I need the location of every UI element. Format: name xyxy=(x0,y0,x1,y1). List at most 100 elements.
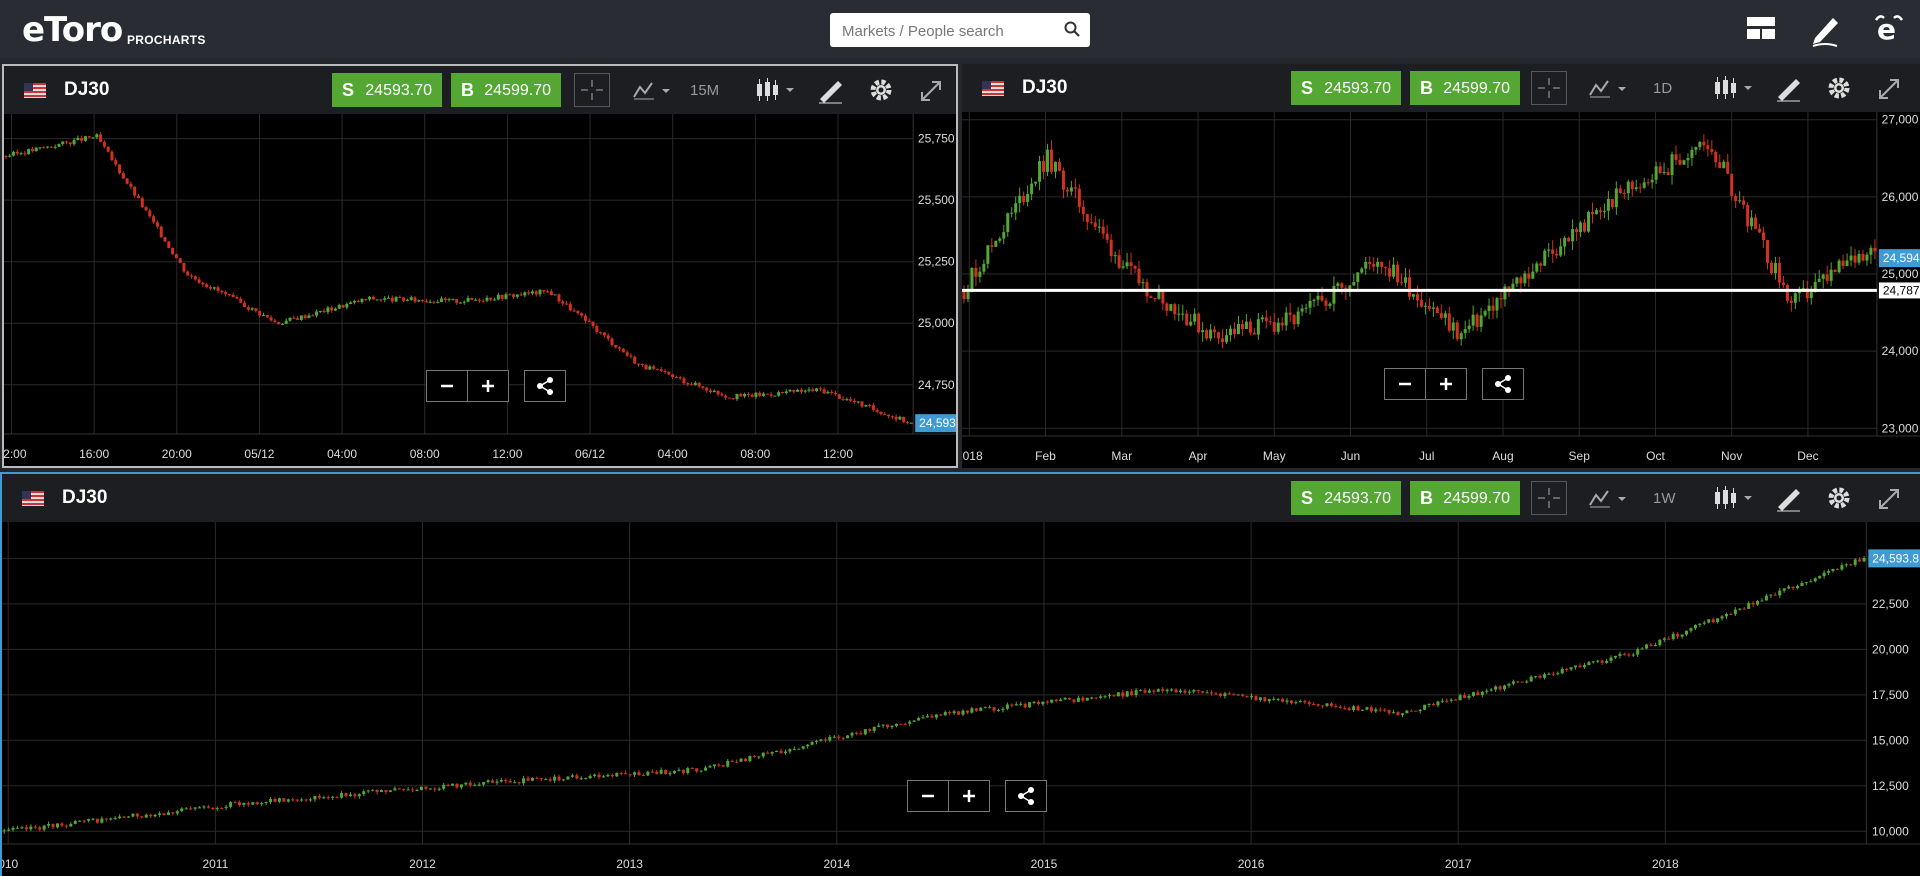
drawing-tools-icon[interactable] xyxy=(1774,481,1804,515)
candle xyxy=(712,389,716,393)
candle xyxy=(258,310,262,318)
candle xyxy=(1197,312,1201,334)
buy-button[interactable]: B 24599.70 xyxy=(451,73,561,107)
candle xyxy=(1439,304,1443,320)
etoro-logo[interactable]: eToro xyxy=(22,10,123,50)
candle xyxy=(1795,584,1799,590)
share-button[interactable] xyxy=(524,370,566,402)
chart-panel-1d[interactable]: DJ30 S 24593.70 B 24599.70 1D 27,000 26,000… xyxy=(962,64,1920,468)
candle xyxy=(1787,584,1791,590)
candle xyxy=(1729,612,1733,615)
indicators-icon[interactable] xyxy=(1586,71,1630,105)
candle xyxy=(1575,227,1579,241)
candle xyxy=(73,819,77,825)
expand-icon[interactable] xyxy=(1874,71,1904,105)
indicators-icon[interactable] xyxy=(1586,481,1630,515)
candle xyxy=(1534,675,1538,679)
zoom-out-button[interactable] xyxy=(907,780,949,812)
sell-button[interactable]: S 24593.70 xyxy=(1291,71,1401,105)
candle xyxy=(1409,709,1413,712)
zoom-out-button[interactable] xyxy=(1384,368,1426,400)
candlestick-type-icon[interactable] xyxy=(754,73,798,107)
candle xyxy=(1777,256,1781,289)
crosshair-button[interactable] xyxy=(1531,481,1567,515)
candle xyxy=(1702,620,1706,626)
indicators-icon[interactable] xyxy=(630,73,674,107)
candle xyxy=(1229,325,1233,342)
candle xyxy=(548,776,552,783)
sell-button[interactable]: S 24593.70 xyxy=(1291,481,1401,515)
candle xyxy=(1491,296,1495,320)
zoom-in-button[interactable] xyxy=(467,370,509,402)
candle xyxy=(979,707,983,712)
candle xyxy=(1263,696,1267,703)
settings-gear-icon[interactable] xyxy=(866,73,896,107)
buy-button[interactable]: B 24599.70 xyxy=(1410,71,1520,105)
candle xyxy=(451,783,455,786)
candle xyxy=(113,816,117,820)
settings-gear-icon[interactable] xyxy=(1824,481,1854,515)
candle xyxy=(860,401,864,409)
candle xyxy=(1303,699,1307,705)
timeframe-selector[interactable]: 1W xyxy=(1653,490,1676,507)
candle xyxy=(957,711,961,716)
candle xyxy=(121,171,125,180)
candlestick-type-icon[interactable] xyxy=(1712,71,1756,105)
search-box[interactable] xyxy=(830,13,1090,47)
candle xyxy=(708,388,712,394)
candle xyxy=(792,389,796,394)
candle xyxy=(65,140,69,145)
expand-icon[interactable] xyxy=(1874,481,1904,515)
candle xyxy=(1746,202,1750,233)
crosshair-button[interactable] xyxy=(1531,71,1567,105)
timeframe-selector[interactable]: 1D xyxy=(1653,80,1673,97)
settings-gear-icon[interactable] xyxy=(1824,71,1854,105)
drawing-tools-icon[interactable] xyxy=(1774,71,1804,105)
timeframe-selector[interactable]: 15M xyxy=(690,82,720,99)
pencil-icon[interactable] xyxy=(1809,12,1843,53)
expand-icon[interactable] xyxy=(916,73,946,107)
symbol-label[interactable]: DJ30 xyxy=(1022,77,1068,98)
candle xyxy=(1284,306,1288,331)
buy-button[interactable]: B 24599.70 xyxy=(1410,481,1520,515)
symbol-label[interactable]: DJ30 xyxy=(64,79,110,100)
search-icon[interactable] xyxy=(1064,21,1080,42)
chart-panel-15m[interactable]: DJ30 S 24593.70 B 24599.70 15M 25,750 25,50… xyxy=(2,64,958,468)
search-input[interactable] xyxy=(840,19,1054,43)
drawing-tools-icon[interactable] xyxy=(816,73,846,107)
crosshair-button[interactable] xyxy=(574,73,610,107)
candle xyxy=(1791,586,1795,591)
candle xyxy=(1578,663,1582,668)
price-chart[interactable]: 25,750 25,500 25,250 25,000 24,750 12:00 16:00… xyxy=(4,114,956,466)
candlestick-type-icon[interactable] xyxy=(1712,481,1756,515)
candle xyxy=(198,806,202,809)
sell-value: 24593.70 xyxy=(1324,80,1391,97)
zoom-in-button[interactable] xyxy=(948,780,990,812)
y-tick-label: 22,500 xyxy=(1872,597,1909,611)
candle xyxy=(1268,316,1272,326)
candle xyxy=(1193,308,1197,326)
line-price-tag-bg xyxy=(1878,282,1920,299)
x-tick-label: Nov xyxy=(1721,449,1742,463)
candle xyxy=(1543,248,1547,267)
candle xyxy=(1196,689,1200,694)
candle xyxy=(277,797,281,804)
share-button[interactable] xyxy=(1482,368,1524,400)
candle xyxy=(557,774,561,782)
zoom-out-button[interactable] xyxy=(426,370,468,402)
candle xyxy=(1174,688,1178,694)
candle xyxy=(1831,568,1835,573)
symbol-label[interactable]: DJ30 xyxy=(62,487,108,508)
layout-icon[interactable] xyxy=(1746,16,1776,45)
price-chart[interactable]: 25,00022,50020,00017,50015,00012,50010,0… xyxy=(2,522,1920,876)
etoro-e-icon[interactable]: e xyxy=(1872,12,1906,51)
share-button[interactable] xyxy=(1005,780,1047,812)
candle xyxy=(189,806,193,811)
sell-button[interactable]: S 24593.70 xyxy=(332,73,442,107)
price-chart[interactable]: 27,000 26,000 25,000 24,000 23,000 2018 Feb Mar… xyxy=(962,112,1920,468)
candle xyxy=(447,297,451,302)
candle xyxy=(205,282,209,289)
zoom-in-button[interactable] xyxy=(1425,368,1467,400)
candle xyxy=(921,714,925,719)
